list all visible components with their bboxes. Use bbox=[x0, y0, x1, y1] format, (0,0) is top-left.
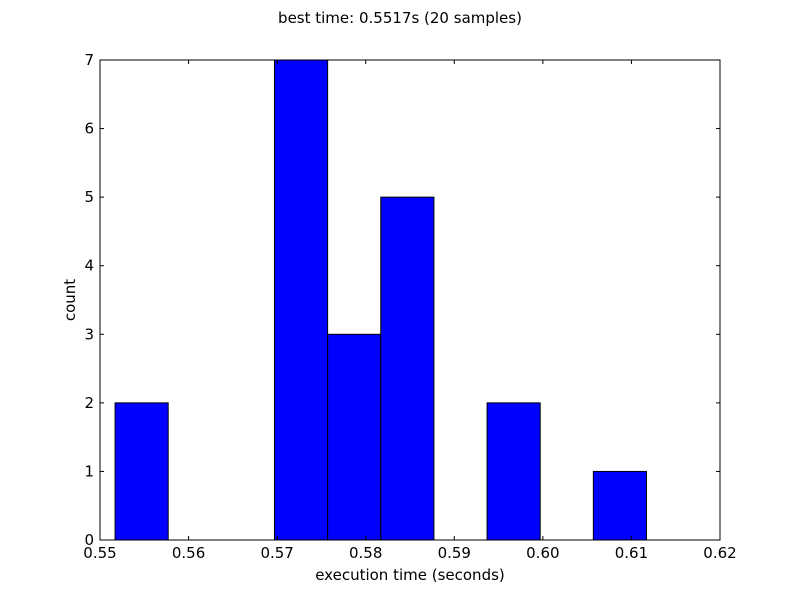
x-tick-label: 0.55 bbox=[83, 544, 116, 562]
plot-frame bbox=[99, 59, 721, 541]
histogram-bar bbox=[114, 402, 169, 541]
x-tick-label: 0.58 bbox=[349, 544, 382, 562]
x-tick-labels: 0.55 0.56 0.57 0.58 0.59 0.60 0.61 0.62 bbox=[83, 544, 736, 562]
y-axis-label: count bbox=[61, 279, 79, 321]
x-tick-label: 0.60 bbox=[526, 544, 559, 562]
x-axis-label: execution time (seconds) bbox=[315, 566, 505, 584]
x-tick-label: 0.59 bbox=[438, 544, 471, 562]
histogram-bar bbox=[380, 196, 435, 541]
y-tick-label: 3 bbox=[84, 325, 94, 343]
x-tick-label: 0.62 bbox=[703, 544, 736, 562]
y-tick-labels: 0 1 2 3 4 5 6 7 bbox=[84, 51, 94, 549]
histogram-bar bbox=[486, 402, 541, 541]
y-tick-label: 0 bbox=[84, 531, 94, 549]
bars-layer bbox=[114, 59, 647, 541]
histogram-bar bbox=[592, 470, 647, 541]
y-tick-label: 6 bbox=[84, 120, 94, 138]
x-tick-label: 0.57 bbox=[260, 544, 293, 562]
y-tick-label: 2 bbox=[84, 394, 94, 412]
histogram-bar bbox=[327, 333, 382, 541]
y-tick-label: 1 bbox=[84, 462, 94, 480]
histogram-bar bbox=[273, 59, 329, 541]
x-tick-label: 0.56 bbox=[172, 544, 205, 562]
y-tick-label: 4 bbox=[84, 257, 94, 275]
x-tick-label: 0.61 bbox=[615, 544, 648, 562]
y-tick-label: 7 bbox=[84, 51, 94, 69]
chart-title: best time: 0.5517s (20 samples) bbox=[278, 9, 522, 27]
y-tick-label: 5 bbox=[84, 188, 94, 206]
